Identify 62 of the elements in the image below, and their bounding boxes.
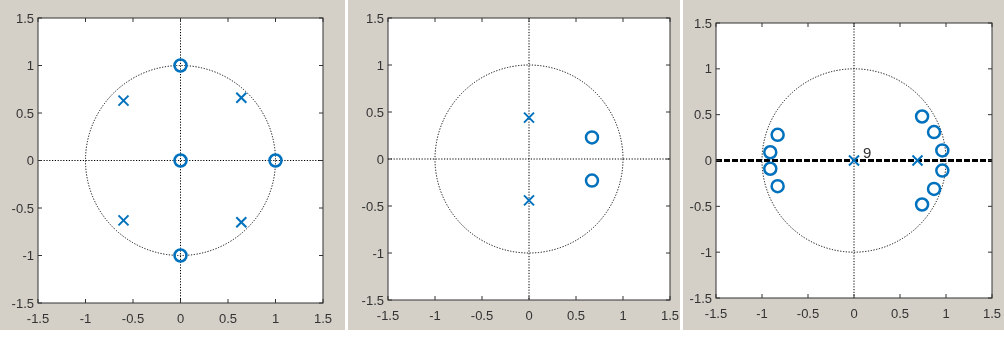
point [914,197,930,212]
point [770,127,785,143]
y-tick-label: 0.5 [15,105,34,121]
point [935,143,950,158]
x-tick-label: -0.5 [121,311,145,326]
x-tick-label: -0.5 [470,308,494,323]
y-tick-label: 0 [376,151,384,167]
y-tick-label: 0.5 [365,104,384,120]
point [911,154,924,167]
y-tick-label: -1.5 [11,295,34,311]
y-tick-label: 1 [26,58,34,74]
point [935,163,950,178]
point [770,178,785,194]
y-tick-label: -1 [700,244,712,260]
x-tick-label: -1 [79,311,92,326]
x-tick-label: 1.5 [660,308,680,323]
point [173,248,188,263]
x-tick-label: -1 [756,306,768,321]
y-tick-label: -0.5 [11,200,34,216]
x-tick-label: 0.5 [566,308,586,323]
point [117,214,130,227]
point [235,91,248,104]
x-tick-label: -0.5 [796,306,820,321]
y-tick-label: -1 [372,245,384,261]
y-tick-label: 1.5 [365,10,384,26]
y-tick-label: 0 [704,153,712,169]
y-tick-label: 0 [26,153,34,169]
x-tick-label: 1 [942,306,950,321]
x-tick-label: -1 [429,308,441,323]
x-tick-label: 0 [850,306,858,321]
point [268,153,283,168]
x-tick-label: 0 [525,308,533,323]
y-tick-label: 1 [704,61,712,77]
point [763,145,778,160]
annotation: 9 [863,143,872,161]
point [523,194,535,207]
y-tick-label: 1.5 [693,15,712,31]
x-tick-label: 0.5 [890,306,910,321]
x-tick-label: 1 [271,311,280,326]
y-tick-label: -0.5 [361,198,384,214]
x-tick-label: 0.5 [218,311,238,326]
y-tick-label: -1.5 [689,290,712,306]
point [117,94,130,107]
x-tick-label: 0 [176,311,185,326]
point [914,109,930,124]
point [584,173,600,188]
point [926,124,942,140]
point [173,58,188,73]
y-tick-label: -1 [22,248,34,264]
y-tick-label: -0.5 [689,198,712,214]
x-tick-label: 1 [619,308,627,323]
point [584,130,600,145]
point [523,111,535,124]
x-tick-label: 1.5 [313,311,333,326]
point [926,181,942,197]
x-tick-label: 1.5 [982,306,1002,321]
y-tick-label: -1.5 [361,292,384,308]
y-tick-label: 1 [376,57,384,73]
point [235,216,248,229]
y-tick-label: 0.5 [693,107,712,123]
y-tick-label: 1.5 [15,10,34,26]
point [763,161,778,176]
